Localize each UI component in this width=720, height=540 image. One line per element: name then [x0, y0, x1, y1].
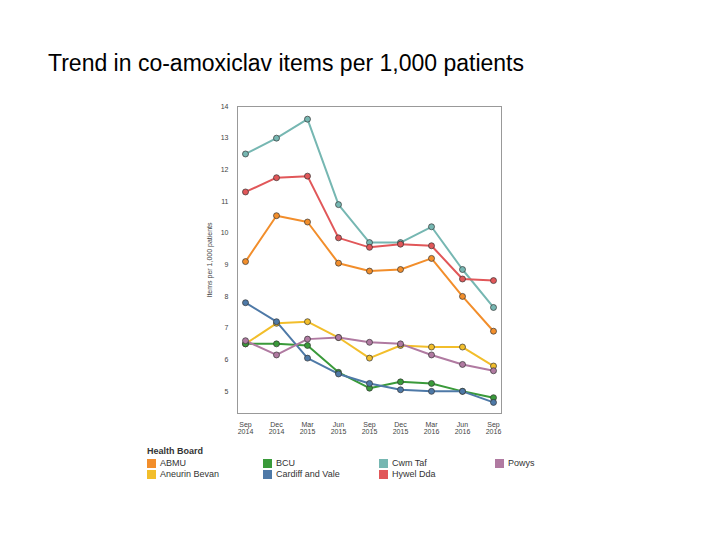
html-text:Powys: Powys	[508, 458, 535, 468]
svg-text:Sep2015: Sep2015	[362, 421, 378, 435]
svg-text:11: 11	[221, 198, 228, 205]
svg-text:Jun2016: Jun2016	[455, 421, 471, 435]
html-text:Cardiff and Vale: Cardiff and Vale	[276, 469, 340, 479]
svg-text:Mar2016: Mar2016	[424, 421, 440, 435]
html-text:Trend in co-amoxiclav items pe: Trend in co-amoxiclav items per 1,000 pa…	[48, 50, 524, 76]
svg-text:Mar2015: Mar2015	[300, 421, 316, 435]
svg-text:6: 6	[225, 356, 229, 363]
html-text:Hywel Dda: Hywel Dda	[392, 469, 436, 479]
html-text:BCU: BCU	[276, 458, 295, 468]
html-text:Aneurin Bevan: Aneurin Bevan	[160, 469, 219, 479]
svg-text:Jun2015: Jun2015	[331, 421, 347, 435]
svg-text:10: 10	[221, 229, 229, 236]
svg-text:Sep2014: Sep2014	[238, 421, 254, 435]
html-text:Health Board: Health Board	[147, 446, 203, 456]
svg-text:13: 13	[221, 134, 229, 141]
svg-text:14: 14	[221, 103, 229, 110]
svg-text:12: 12	[221, 166, 229, 173]
svg-text:Dec2015: Dec2015	[393, 421, 409, 435]
svg-text:8: 8	[225, 293, 229, 300]
svg-text:Sep2016: Sep2016	[486, 421, 502, 435]
html-text:Cwm Taf: Cwm Taf	[392, 458, 427, 468]
svg-text:Dec2014: Dec2014	[269, 421, 285, 435]
html-text:ABMU: ABMU	[160, 458, 186, 468]
svg-text:Items per 1,000 patients: Items per 1,000 patients	[206, 222, 214, 298]
svg-text:7: 7	[225, 324, 229, 331]
svg-text:5: 5	[225, 388, 229, 395]
svg-text:9: 9	[225, 261, 229, 268]
